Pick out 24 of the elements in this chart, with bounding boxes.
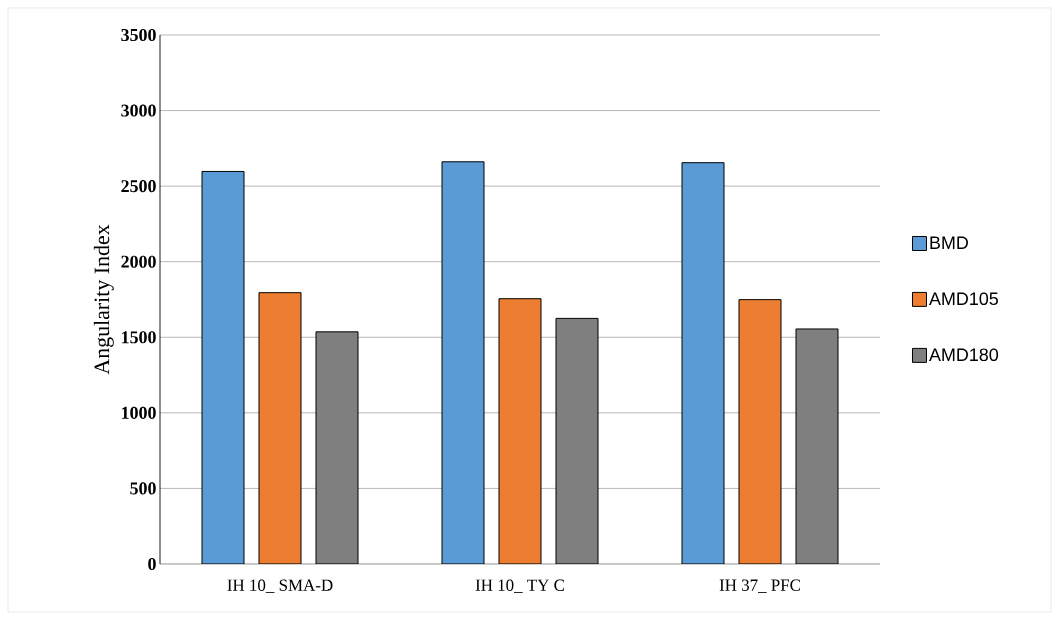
bar	[201, 170, 245, 564]
y-tick-label: 3000	[121, 104, 156, 117]
legend-label: BMD	[930, 236, 968, 249]
bar	[441, 161, 485, 564]
bar	[795, 328, 839, 564]
y-tick-label: 1000	[122, 406, 156, 419]
legend-label: AMD180	[929, 348, 999, 362]
bar	[681, 162, 725, 564]
x-tick-label: IH 37_ PFC	[719, 579, 800, 593]
y-tick-label: 2500	[121, 180, 156, 193]
legend-label: AMD105	[929, 292, 998, 306]
y-tick-label: 3500	[121, 28, 156, 42]
y-tick-label: 0	[148, 557, 156, 571]
bar	[315, 331, 359, 564]
x-tick-label: IH 10_ SMA-D	[227, 579, 333, 593]
y-tick-label: 2000	[121, 255, 156, 268]
y-tick-label: 1500	[122, 331, 156, 344]
y-axis-title: Angularity Index	[93, 224, 114, 375]
bar	[498, 298, 542, 564]
x-tick-label: IH 10_ TY C	[475, 579, 564, 593]
y-tick-label: 500	[130, 482, 156, 495]
bar	[738, 299, 782, 564]
bar	[258, 292, 302, 564]
bar	[555, 317, 599, 564]
